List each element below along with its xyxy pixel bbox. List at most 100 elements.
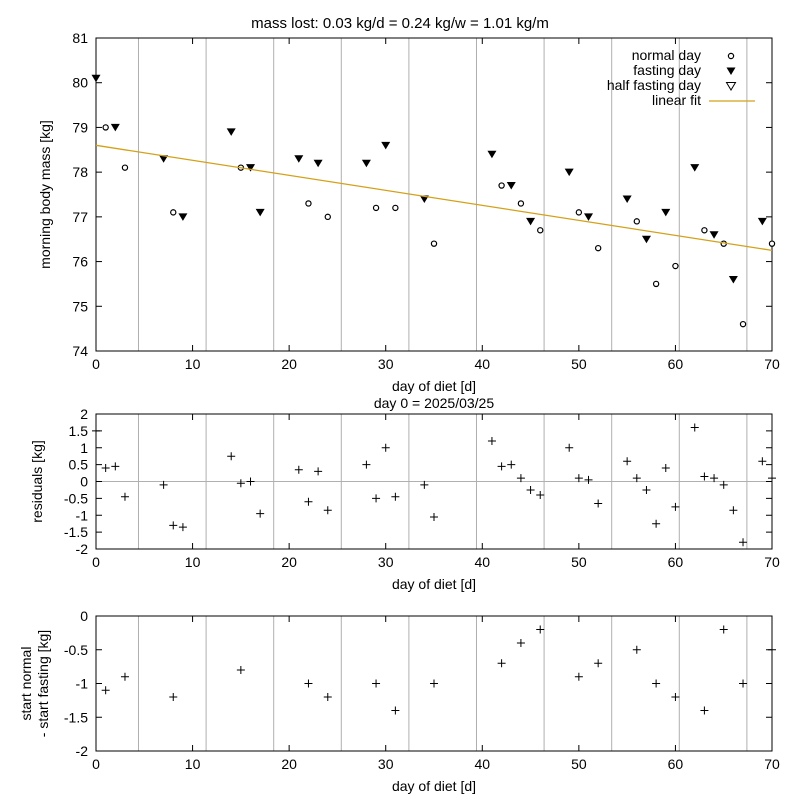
- x-tick-label: 60: [668, 756, 684, 772]
- x-tick-label: 0: [92, 356, 100, 372]
- legend-label: normal day: [632, 47, 701, 63]
- residual-point: [430, 512, 438, 521]
- x-axis-label: day of diet [d]: [392, 778, 476, 794]
- fasting-day-point: [661, 208, 671, 217]
- normal-day-point: [575, 209, 583, 216]
- y-tick-label: 77: [72, 209, 88, 225]
- residual-point: [323, 506, 332, 515]
- residual-point: [304, 497, 313, 506]
- residual-point: [565, 443, 574, 452]
- residual-point: [314, 467, 323, 476]
- fasting-day-point: [110, 123, 120, 132]
- linear-fit-line: [95, 144, 773, 252]
- start-difference-point: [120, 672, 129, 681]
- residual-point: [256, 509, 265, 518]
- residual-point: [700, 472, 709, 481]
- plot-panel-3: 0 10 20 30 40 50 60 70 -2 -1.5 -1 -0.5 0 day of diet …: [18, 608, 780, 794]
- normal-day-point: [633, 218, 641, 225]
- y-tick-label: 75: [72, 298, 88, 314]
- residual-point: [497, 462, 506, 471]
- x-tick-label: 0: [92, 756, 100, 772]
- fasting-day-point: [361, 159, 371, 168]
- residual-point: [362, 460, 371, 469]
- panel-title: day 0 = 2025/03/25: [374, 395, 494, 411]
- normal-day-point: [430, 240, 438, 247]
- normal-day-point: [170, 209, 177, 216]
- start-difference-point: [652, 679, 661, 688]
- start-difference-point: [304, 679, 313, 688]
- y-tick-label: -1.5: [64, 709, 88, 725]
- y-tick-label: 78: [72, 164, 88, 180]
- residual-point: [92, 426, 100, 435]
- x-tick-label: 70: [764, 554, 780, 570]
- x-tick-label: 10: [185, 356, 201, 372]
- y-tick-label: -0.5: [64, 490, 88, 506]
- residual-point: [536, 491, 545, 499]
- y-tick-label: -2: [76, 541, 89, 557]
- residual-point: [719, 480, 728, 489]
- x-tick-label: 20: [281, 756, 297, 772]
- normal-day-point: [672, 262, 679, 270]
- plot-frame: [95, 37, 773, 352]
- start-difference-point: [372, 679, 381, 688]
- residual-point: [574, 474, 583, 483]
- legend-label: fasting day: [633, 62, 701, 78]
- normal-day-point: [392, 204, 399, 212]
- residual-point: [739, 538, 748, 547]
- start-difference-point: [671, 693, 680, 701]
- normal-day-point: [768, 240, 776, 247]
- x-axis-label: day of diet [d]: [392, 576, 476, 592]
- normal-day-point: [517, 200, 525, 207]
- x-tick-label: 50: [571, 756, 587, 772]
- residual-point: [661, 464, 670, 472]
- fasting-day-point: [246, 164, 256, 172]
- y-tick-label: -1: [76, 507, 89, 523]
- residual-point: [178, 523, 187, 532]
- residual-point: [120, 492, 129, 501]
- normal-day-point: [537, 227, 544, 234]
- residual-point: [159, 480, 168, 489]
- normal-day-point: [739, 320, 747, 328]
- residual-point: [487, 437, 496, 445]
- y-tick-label: 2: [80, 406, 88, 422]
- legend-fasting-day-marker: [726, 67, 736, 75]
- residual-point: [584, 475, 593, 484]
- y-tick-label: 1: [80, 440, 88, 456]
- normal-day-point: [498, 182, 505, 189]
- y-tick-label: 74: [72, 343, 88, 359]
- normal-day-point: [372, 204, 380, 212]
- residual-point: [294, 465, 303, 474]
- plot-panel-2: 0 10 20 30 40 50 60 70-2-1.5-1-0.500.511.52day …: [29, 395, 780, 592]
- fasting-day-point: [622, 195, 632, 203]
- x-tick-label: 30: [378, 356, 394, 372]
- normal-day-point: [121, 164, 129, 171]
- residual-point: [246, 477, 255, 486]
- start-difference-point: [768, 645, 776, 654]
- y-axis-label: start normal- start fasting [kg]: [18, 630, 51, 737]
- fasting-day-point: [690, 164, 700, 172]
- fasting-day-point: [313, 159, 323, 168]
- fasting-day-point: [584, 213, 594, 221]
- normal-day-point: [701, 227, 708, 234]
- start-difference-point: [169, 693, 178, 701]
- start-difference-point: [632, 645, 641, 654]
- x-tick-label: 50: [571, 356, 587, 372]
- y-tick-label: 0: [80, 474, 88, 490]
- residual-point: [420, 480, 429, 489]
- normal-day-point: [652, 280, 660, 288]
- residual-point: [507, 460, 516, 469]
- fasting-day-point: [757, 217, 767, 226]
- start-difference-point: [391, 706, 400, 715]
- y-axis-label: residuals [kg]: [29, 440, 45, 522]
- residual-point: [632, 474, 641, 483]
- x-tick-label: 30: [378, 756, 394, 772]
- fasting-day-point: [709, 231, 719, 239]
- fasting-day-point: [506, 182, 516, 190]
- plot-panel-1: 0 10 20 30 40 50 60 70 74 75 76 77 78 79 80 81 day of di…: [37, 30, 780, 394]
- start-difference-point: [574, 672, 583, 681]
- y-tick-label: -1.5: [64, 524, 88, 540]
- residual-point: [690, 423, 699, 432]
- residual-point: [372, 494, 381, 503]
- start-difference-point: [719, 625, 728, 634]
